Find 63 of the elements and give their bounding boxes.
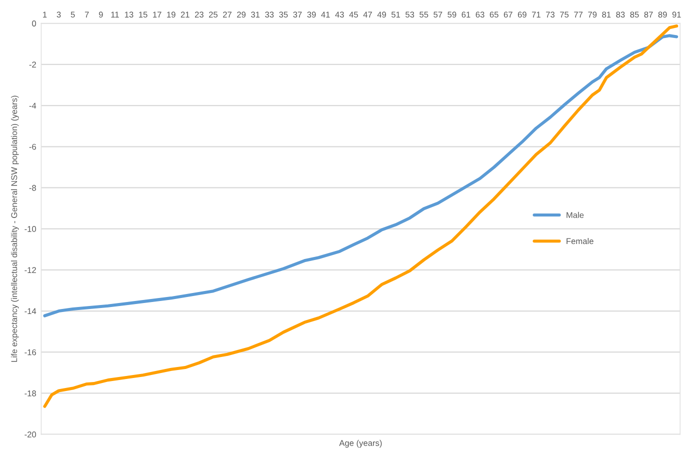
y-tick-label: -20 <box>24 432 36 438</box>
x-tick-label: 19 <box>167 12 176 18</box>
y-tick-label: -10 <box>24 226 36 232</box>
x-tick-label: 89 <box>658 12 667 18</box>
y-tick-label: -6 <box>29 144 36 150</box>
x-tick-label: 49 <box>377 12 386 18</box>
x-tick-label: 15 <box>139 12 148 18</box>
x-tick-label: 55 <box>420 12 428 18</box>
y-tick-label: -12 <box>24 267 36 273</box>
x-tick-label: 25 <box>209 12 218 18</box>
x-tick-label: 81 <box>602 12 611 18</box>
x-tick-label: 29 <box>237 12 246 18</box>
y-tick-label: 0 <box>32 20 36 26</box>
x-tick-label: 9 <box>98 12 103 18</box>
x-tick-label: 75 <box>560 12 569 18</box>
line-series <box>43 34 678 318</box>
x-axis-title: Age (years) <box>339 440 382 448</box>
y-tick-label: -4 <box>29 102 36 109</box>
x-tick-label: 31 <box>251 12 260 18</box>
x-tick-label: 61 <box>462 12 470 18</box>
x-tick-label: 7 <box>84 12 89 18</box>
x-tick-label: 63 <box>476 12 484 18</box>
x-tick-label: 41 <box>321 12 330 18</box>
legend-label: Female <box>566 238 594 244</box>
x-tick-label: 17 <box>153 12 162 18</box>
x-tick-label: 23 <box>194 12 204 18</box>
x-tick-label: 21 <box>180 12 190 18</box>
x-tick-label: 65 <box>490 12 498 18</box>
x-tick-label: 71 <box>532 12 540 18</box>
y-tick-label: -2 <box>29 62 36 68</box>
x-tick-label: 1 <box>43 12 47 18</box>
y-tick-label: -8 <box>29 184 36 191</box>
x-tick-label: 59 <box>448 12 456 18</box>
x-tick-label: 5 <box>70 12 75 18</box>
y-tick-label: -18 <box>24 390 36 396</box>
line-series <box>43 24 678 408</box>
x-tick-label: 13 <box>124 12 134 18</box>
x-tick-label: 33 <box>265 12 274 18</box>
x-tick-label: 51 <box>391 12 400 18</box>
x-tick-label: 87 <box>644 12 653 18</box>
x-tick-label: 47 <box>363 12 372 18</box>
x-tick-label: 69 <box>518 12 526 18</box>
x-tick-label: 39 <box>307 12 316 18</box>
x-tick-label: 91 <box>672 12 681 18</box>
x-tick-label: 79 <box>588 12 597 18</box>
x-tick-label: 83 <box>616 12 625 18</box>
y-axis-title: Life expectancy (intellectual disability - General NSW population) (years) <box>10 96 19 362</box>
legend-label: Male <box>566 212 584 218</box>
x-tick-label: 43 <box>335 12 344 18</box>
x-tick-label: 53 <box>406 12 414 18</box>
x-tick-label: 77 <box>574 12 583 18</box>
x-tick-label: 35 <box>279 12 288 18</box>
x-tick-label: 11 <box>111 12 119 18</box>
y-tick-label: -16 <box>24 349 36 356</box>
x-tick-label: 73 <box>546 12 555 18</box>
x-tick-label: 45 <box>349 12 358 18</box>
x-tick-label: 37 <box>293 12 302 18</box>
y-tick-label: -14 <box>24 308 36 314</box>
x-tick-label: 57 <box>434 12 442 18</box>
x-tick-label: 27 <box>223 12 232 18</box>
x-tick-label: 85 <box>630 12 639 18</box>
x-tick-label: 3 <box>56 12 61 18</box>
x-tick-label: 67 <box>504 12 512 18</box>
